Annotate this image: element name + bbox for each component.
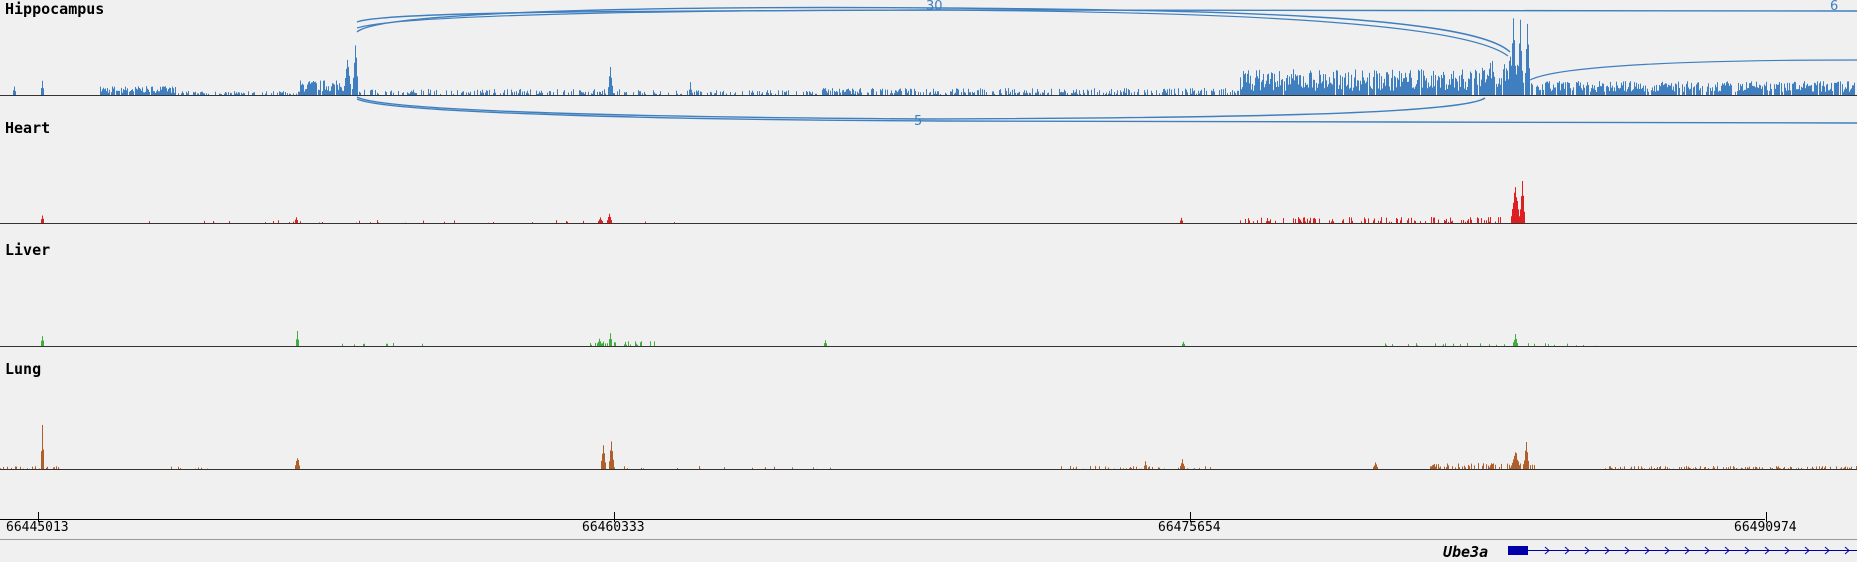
- strand-arrow: [1724, 546, 1730, 555]
- strand-arrow: [1784, 546, 1790, 555]
- strand-arrow: [1804, 546, 1810, 555]
- strand-arrow: [1704, 546, 1710, 555]
- strand-arrow: [1824, 546, 1830, 555]
- strand-arrow: [1744, 546, 1750, 555]
- coordinate-label-1: 66445013: [6, 520, 69, 535]
- strand-arrow: [1644, 546, 1650, 555]
- junction-arc-top-2: [356, 9, 1509, 57]
- track-label-lung: Lung: [5, 360, 42, 378]
- coverage-liver: [0, 331, 1857, 346]
- junction-arc-bottom-1: [356, 96, 1486, 120]
- track-label-liver: Liver: [5, 241, 51, 259]
- junction-arc-top-long: [356, 9, 1857, 23]
- strand-arrow: [1664, 546, 1670, 555]
- strand-arrow: [1764, 546, 1770, 555]
- coordinate-label-4: 66490974: [1734, 520, 1797, 535]
- track-label-hippocampus: Hippocampus: [5, 0, 105, 18]
- coordinate-label-3: 66475654: [1158, 520, 1221, 535]
- track-label-heart: Heart: [5, 119, 51, 137]
- junction-count-bottom: 5: [914, 114, 923, 129]
- coverage-lung: [0, 425, 1857, 469]
- coverage-heart: [0, 181, 1857, 223]
- coordinate-label-2: 66460333: [582, 520, 645, 535]
- junction-count-top: 30: [926, 0, 943, 14]
- strand-arrow: [1604, 546, 1610, 555]
- strand-arrow: [1684, 546, 1690, 555]
- strand-arrow: [1624, 546, 1630, 555]
- strand-arrow: [1584, 546, 1590, 555]
- junction-count-top-right: 6: [1830, 0, 1839, 14]
- junction-arc-bottom-2: [356, 98, 1857, 124]
- junction-arc-right: [1529, 59, 1857, 81]
- coverage-hippocampus: [0, 18, 1857, 96]
- gene-name-label[interactable]: Ube3a: [1443, 543, 1489, 561]
- junction-arc-top-1: [356, 6, 1511, 53]
- strand-arrow: [1544, 546, 1550, 555]
- strand-arrow: [1844, 546, 1850, 555]
- strand-arrow: [1564, 546, 1570, 555]
- gene-exon: [1508, 546, 1528, 555]
